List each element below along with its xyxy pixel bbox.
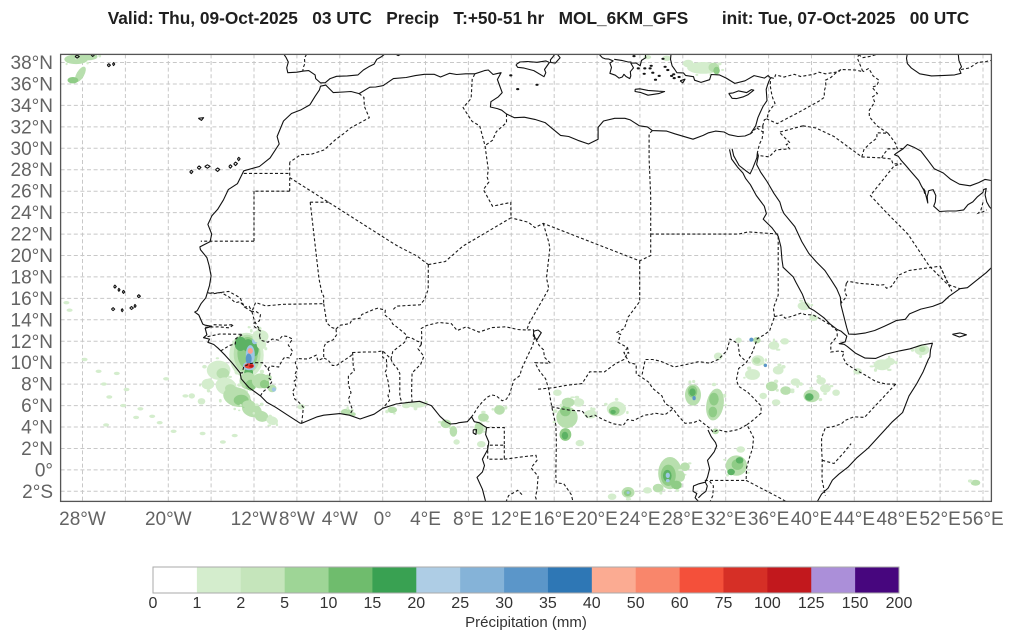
svg-text:52°E: 52°E	[919, 509, 960, 530]
svg-text:26°N: 26°N	[11, 182, 53, 203]
svg-text:24°N: 24°N	[11, 203, 53, 224]
svg-text:32°N: 32°N	[11, 117, 53, 138]
svg-text:14°N: 14°N	[11, 310, 53, 331]
svg-text:8°E: 8°E	[453, 509, 484, 530]
svg-text:48°E: 48°E	[876, 509, 917, 530]
svg-text:28°N: 28°N	[11, 160, 53, 181]
svg-text:22°N: 22°N	[11, 225, 53, 246]
svg-text:5: 5	[280, 595, 289, 612]
svg-text:15: 15	[364, 595, 382, 612]
svg-text:0°: 0°	[374, 509, 392, 530]
svg-text:24°E: 24°E	[619, 509, 660, 530]
svg-text:20°W: 20°W	[145, 509, 192, 530]
svg-text:10°N: 10°N	[11, 353, 53, 374]
svg-text:2: 2	[236, 595, 245, 612]
svg-text:18°N: 18°N	[11, 267, 53, 288]
svg-text:4°N: 4°N	[21, 418, 53, 439]
svg-text:40°E: 40°E	[791, 509, 832, 530]
svg-text:12°E: 12°E	[491, 509, 532, 530]
svg-text:2°N: 2°N	[21, 439, 53, 460]
svg-text:16°E: 16°E	[533, 509, 574, 530]
svg-text:2°S: 2°S	[22, 482, 53, 503]
svg-text:20: 20	[407, 595, 425, 612]
svg-text:50: 50	[627, 595, 645, 612]
svg-text:Précipitation (mm): Précipitation (mm)	[465, 614, 587, 631]
svg-text:60: 60	[671, 595, 689, 612]
svg-text:100: 100	[754, 595, 781, 612]
svg-text:4°E: 4°E	[410, 509, 441, 530]
svg-text:20°E: 20°E	[576, 509, 617, 530]
svg-text:25: 25	[451, 595, 469, 612]
svg-text:36°E: 36°E	[748, 509, 789, 530]
svg-text:34°N: 34°N	[11, 96, 53, 117]
svg-text:32°E: 32°E	[705, 509, 746, 530]
svg-text:12°N: 12°N	[11, 332, 53, 353]
svg-text:36°N: 36°N	[11, 75, 53, 96]
svg-text:0°: 0°	[35, 460, 53, 481]
svg-text:56°E: 56°E	[962, 509, 1003, 530]
svg-text:28°E: 28°E	[662, 509, 703, 530]
svg-text:10: 10	[320, 595, 338, 612]
svg-text:30°N: 30°N	[11, 139, 53, 160]
svg-text:8°W: 8°W	[279, 509, 315, 530]
svg-text:30: 30	[495, 595, 513, 612]
svg-text:28°W: 28°W	[59, 509, 106, 530]
svg-text:40: 40	[583, 595, 601, 612]
svg-text:38°N: 38°N	[11, 53, 53, 74]
svg-text:8°N: 8°N	[21, 375, 53, 396]
svg-text:12°W: 12°W	[231, 509, 278, 530]
svg-text:44°E: 44°E	[834, 509, 875, 530]
svg-text:4°W: 4°W	[322, 509, 358, 530]
svg-text:20°N: 20°N	[11, 246, 53, 267]
svg-text:0: 0	[149, 595, 158, 612]
svg-text:1: 1	[192, 595, 201, 612]
svg-text:16°N: 16°N	[11, 289, 53, 310]
svg-text:200: 200	[886, 595, 913, 612]
svg-text:75: 75	[715, 595, 733, 612]
svg-text:125: 125	[798, 595, 825, 612]
svg-text:35: 35	[539, 595, 557, 612]
svg-text:150: 150	[842, 595, 869, 612]
svg-text:6°N: 6°N	[21, 396, 53, 417]
